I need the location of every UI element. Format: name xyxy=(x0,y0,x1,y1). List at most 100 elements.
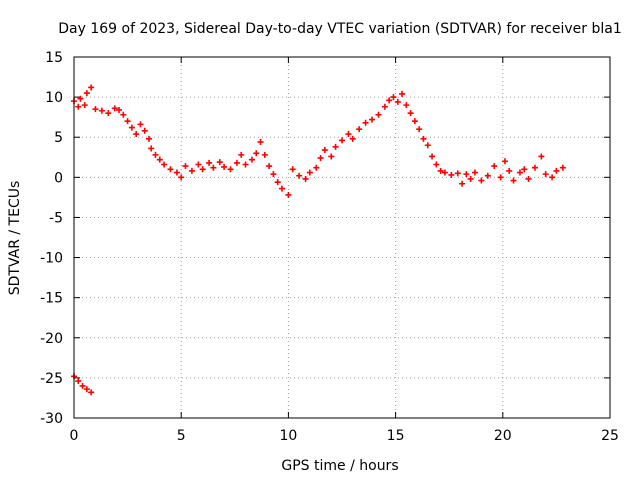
data-point xyxy=(81,102,88,109)
data-point xyxy=(270,171,277,178)
data-point xyxy=(317,155,324,162)
y-tick-label: 5 xyxy=(54,130,63,146)
data-point xyxy=(146,135,153,142)
data-point xyxy=(531,164,538,171)
data-point xyxy=(399,90,406,97)
data-point xyxy=(467,175,474,182)
data-point xyxy=(238,151,245,158)
data-point xyxy=(313,164,320,171)
data-point xyxy=(506,167,513,174)
data-point xyxy=(441,169,448,176)
data-point xyxy=(390,94,397,101)
data-point xyxy=(521,166,528,173)
data-point xyxy=(349,135,356,142)
data-point xyxy=(161,161,168,168)
data-point xyxy=(278,185,285,192)
data-point xyxy=(233,159,240,166)
data-point xyxy=(92,106,99,113)
x-tick-label: 15 xyxy=(387,428,405,444)
data-point xyxy=(362,119,369,126)
data-point xyxy=(167,166,174,173)
data-point xyxy=(542,171,549,178)
data-point xyxy=(173,169,180,176)
data-point xyxy=(248,156,255,163)
data-point xyxy=(83,386,90,393)
data-point xyxy=(375,111,382,118)
outlier-cluster-series xyxy=(71,373,95,396)
data-point xyxy=(411,118,418,125)
x-tick-label: 0 xyxy=(70,428,79,444)
data-point xyxy=(459,180,466,187)
data-point xyxy=(79,382,86,389)
data-point xyxy=(386,97,393,104)
data-point xyxy=(137,121,144,128)
y-tick-label: -25 xyxy=(40,371,63,387)
data-point xyxy=(98,107,105,114)
y-tick-label: -15 xyxy=(40,291,63,307)
data-point xyxy=(429,153,436,160)
data-point xyxy=(216,159,223,166)
data-point xyxy=(478,177,485,184)
data-point xyxy=(227,166,234,173)
data-point xyxy=(484,172,491,179)
data-point xyxy=(394,98,401,105)
data-point xyxy=(257,139,264,146)
y-tick-label: 15 xyxy=(45,50,63,66)
data-point xyxy=(77,95,84,102)
data-point xyxy=(289,166,296,173)
axis-ticks: 0 5 10 15 20 25 15 10 5 0 -5 -10 -15 -20 -25 -30 xyxy=(40,50,619,444)
y-tick-label: -20 xyxy=(40,331,63,347)
grid-lines xyxy=(74,57,610,418)
data-point xyxy=(75,103,82,110)
data-point xyxy=(206,159,213,166)
data-point xyxy=(266,163,273,170)
data-point xyxy=(328,153,335,160)
data-point xyxy=(285,191,292,198)
data-point xyxy=(148,145,155,152)
data-point xyxy=(538,153,545,160)
data-point xyxy=(83,90,90,97)
data-point xyxy=(105,110,112,117)
data-point xyxy=(525,175,532,182)
y-tick-label: -30 xyxy=(40,411,63,427)
y-tick-label: -10 xyxy=(40,251,63,267)
data-point xyxy=(339,137,345,144)
data-point xyxy=(221,163,228,170)
data-point xyxy=(253,150,260,157)
y-tick-label: 10 xyxy=(45,90,63,106)
data-point xyxy=(553,167,560,174)
x-tick-label: 10 xyxy=(279,428,297,444)
chart-title: Day 169 of 2023, Sidereal Day-to-day VTE… xyxy=(58,21,621,37)
data-point xyxy=(463,171,470,178)
y-axis-label: SDTVAR / TECUs xyxy=(7,181,23,296)
data-point xyxy=(491,163,498,170)
data-point xyxy=(120,111,127,118)
data-point xyxy=(501,158,508,165)
data-point xyxy=(133,131,140,138)
data-point xyxy=(141,127,148,134)
data-point xyxy=(178,174,185,181)
data-points xyxy=(71,84,566,396)
data-point xyxy=(116,106,123,113)
data-point xyxy=(261,151,268,158)
data-point xyxy=(88,389,95,396)
data-point xyxy=(407,110,414,117)
data-point xyxy=(182,163,189,170)
data-point xyxy=(448,171,455,178)
data-point xyxy=(497,174,504,181)
data-point xyxy=(302,175,309,182)
data-point xyxy=(195,161,202,168)
data-point xyxy=(437,167,444,174)
data-point xyxy=(403,102,410,109)
data-point xyxy=(356,126,363,133)
data-point xyxy=(111,105,118,112)
data-point xyxy=(296,172,303,179)
data-point xyxy=(516,169,523,176)
data-point xyxy=(416,126,423,133)
data-point xyxy=(559,164,566,171)
data-point xyxy=(369,116,376,123)
data-point xyxy=(510,177,517,184)
data-point xyxy=(332,143,339,150)
data-point xyxy=(471,169,478,176)
